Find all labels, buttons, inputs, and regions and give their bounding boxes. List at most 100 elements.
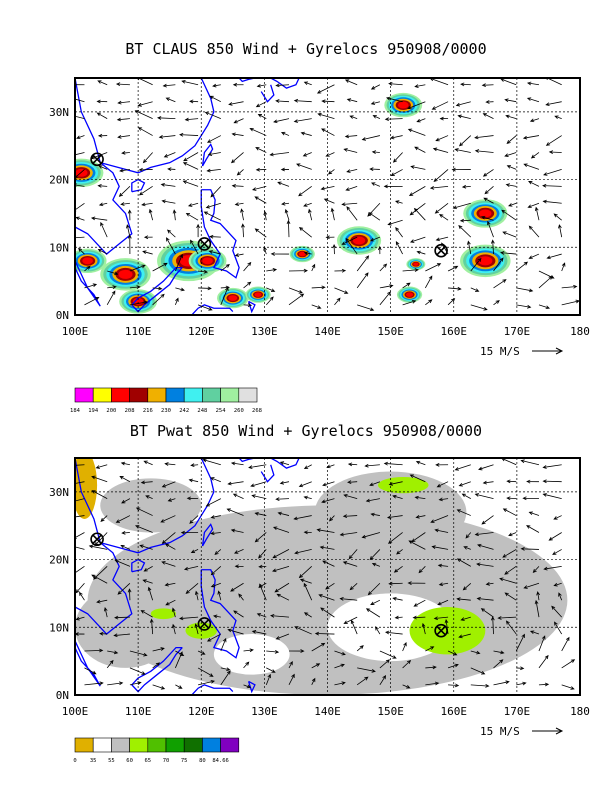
wind-vector	[75, 566, 85, 574]
wind-vector	[303, 582, 313, 601]
wind-vector	[506, 496, 517, 501]
wind-vector	[431, 545, 449, 550]
wind-vector	[243, 281, 252, 289]
wind-vector	[206, 168, 221, 173]
coastline	[190, 684, 234, 695]
wind-vector	[275, 83, 290, 88]
wind-vector	[481, 83, 494, 88]
colorbar-label: 70	[163, 758, 170, 764]
wind-vector	[117, 582, 131, 595]
wind-vector	[293, 98, 312, 103]
wind-vector	[482, 169, 494, 177]
wind-vector	[561, 636, 570, 652]
colorbar-swatch	[202, 387, 221, 403]
wind-vector	[113, 633, 130, 638]
wind-vector	[343, 493, 358, 500]
wind-vector	[288, 660, 293, 669]
wind-vector	[484, 186, 494, 195]
wind-vector	[361, 135, 380, 141]
latitude-label: 20N	[49, 174, 69, 187]
wind-vector	[230, 528, 244, 533]
wind-vector	[280, 131, 290, 136]
wind-vector	[528, 511, 540, 516]
wind-vector	[370, 101, 380, 105]
wind-vector	[411, 532, 426, 543]
wind-vector	[432, 147, 449, 153]
wind-vector	[429, 78, 449, 86]
wind-vector	[243, 303, 253, 308]
wind-vector	[275, 99, 290, 103]
top-panel-title: BT CLAUS 850 Wind + Gyrelocs 950908/0000	[125, 40, 487, 58]
wind-vector	[553, 213, 562, 221]
map-area	[75, 458, 576, 695]
colorbar-label: 242	[179, 408, 189, 414]
colorbar-label: 65	[144, 758, 151, 764]
wind-vector	[538, 635, 546, 652]
wind-vector	[526, 81, 540, 86]
wind-vector	[402, 299, 417, 306]
wind-vector	[379, 291, 391, 306]
wind-vector	[402, 282, 411, 289]
colorbar-swatch	[220, 737, 240, 753]
wind-vector	[186, 496, 199, 501]
wind-vector	[379, 659, 390, 669]
colorbar-label: 216	[143, 408, 153, 414]
wind-vector	[100, 221, 108, 238]
wind-vector	[183, 152, 199, 162]
wind-vector	[164, 543, 176, 550]
wind-vector	[504, 592, 517, 601]
wind-vector	[157, 116, 176, 120]
gyre-location-marker-cross	[92, 534, 102, 545]
wind-vector	[414, 146, 426, 153]
wind-vector	[536, 591, 540, 601]
wind-vector	[458, 481, 471, 487]
wind-vector	[185, 582, 199, 594]
wind-vector	[538, 682, 550, 687]
wind-vector	[421, 622, 426, 635]
wind-vector	[207, 152, 221, 156]
wind-vector	[220, 670, 231, 686]
wind-vector	[394, 615, 403, 620]
longitude-label: 110E	[125, 705, 152, 718]
wind-vector	[165, 97, 176, 103]
wind-vector	[370, 84, 381, 90]
longitude-label: 100E	[62, 705, 89, 718]
colorbar-swatch	[147, 737, 167, 753]
colorbar-swatch	[111, 737, 130, 753]
colorbar-swatch	[183, 737, 203, 753]
wind-vector	[135, 525, 153, 533]
wind-vector	[208, 250, 221, 255]
wind-vector	[84, 265, 91, 272]
wind-vector	[107, 650, 119, 655]
wind-vector	[425, 299, 433, 306]
wind-vector	[142, 579, 153, 584]
colorbar-label: 248	[197, 408, 207, 414]
wind-vector	[367, 582, 381, 596]
wind-vector	[256, 83, 267, 88]
colorbar-label: 84.66	[212, 758, 229, 764]
wind-vector	[435, 135, 449, 142]
reference-vector-label: 15 M/S	[480, 725, 520, 738]
wind-vector	[516, 666, 525, 671]
wind-vector	[75, 616, 85, 621]
shaded-field	[397, 101, 409, 109]
wind-vector	[558, 592, 563, 601]
reference-vector-arrow	[532, 347, 564, 355]
coastline	[260, 464, 275, 483]
wind-vector	[277, 511, 290, 516]
wind-vector	[523, 582, 540, 589]
coastline	[201, 143, 214, 167]
coastline	[130, 646, 183, 693]
wind-vector	[368, 212, 381, 221]
colorbar-label: 194	[88, 408, 99, 414]
wind-vector	[97, 184, 108, 188]
wind-vector	[311, 642, 326, 652]
reference-vector-label: 15 M/S	[480, 345, 520, 358]
wind-vector	[515, 633, 525, 652]
wind-vector	[164, 582, 176, 587]
wind-vector	[161, 532, 176, 544]
wind-vector	[210, 566, 222, 576]
wind-vector	[316, 528, 335, 533]
wind-vector	[97, 80, 108, 86]
gyre-location-marker-cross	[199, 239, 210, 249]
